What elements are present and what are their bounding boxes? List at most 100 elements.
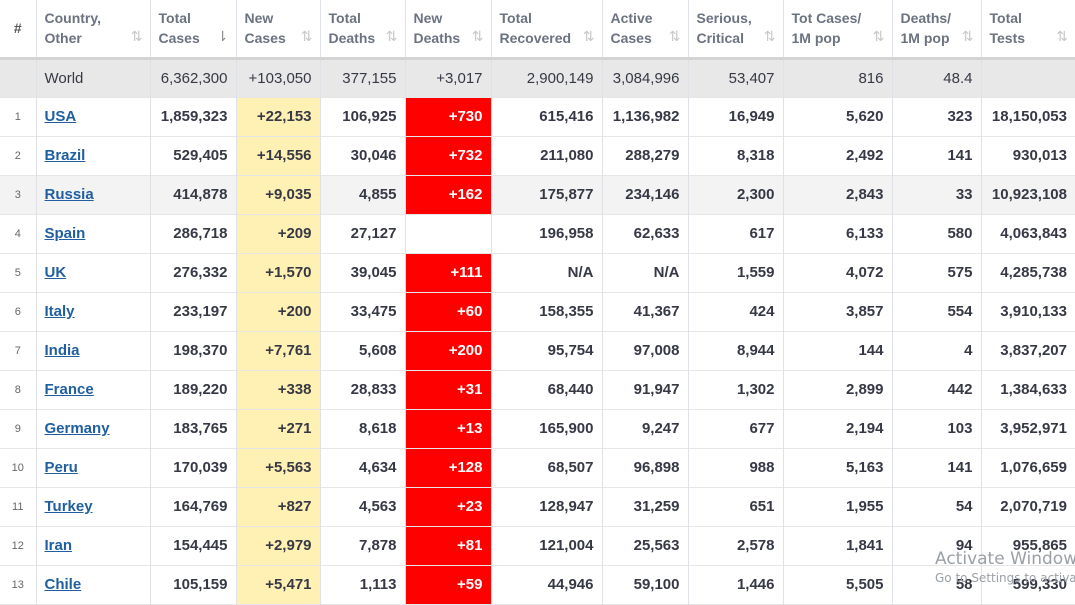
sort-icon[interactable]: ⇅ [385,27,398,44]
column-header-new-deaths[interactable]: New Deaths ⇅ [405,0,492,60]
total-recovered-cell: 68,507 [491,448,603,487]
deaths-1m-cell: 141 [892,448,982,487]
country-link[interactable]: Iran [44,537,73,554]
country-link[interactable]: India [44,342,80,359]
new-cases-cell: +200 [236,292,321,331]
tot-cases-1m-cell: 144 [783,331,893,370]
tot-cases-1m-cell: 3,857 [783,292,893,331]
deaths-1m-cell: 141 [892,136,982,175]
column-header-line1: Active [610,10,653,27]
column-header-new-cases[interactable]: New Cases ⇅ [236,0,321,60]
serious-critical-cell: 677 [688,409,784,448]
total-cases-cell: 1,859,323 [150,97,237,136]
column-header-total-cases[interactable]: Total Cases ⇂ [150,0,237,60]
country-cell: Turkey [36,487,151,526]
country-cell: Italy [36,292,151,331]
new-cases-cell: +2,979 [236,526,321,565]
column-header-line2: 1M pop [791,30,841,47]
tot-cases-1m-cell: 1,841 [783,526,893,565]
total-tests-cell: 4,063,843 [1000,225,1067,242]
column-header-label: New Deaths [414,8,483,48]
rank-cell: 11 [0,487,37,526]
total-deaths-cell: 1,113 [320,565,406,604]
active-cases-cell: 96,898 [602,448,689,487]
column-header-deaths-1m[interactable]: Deaths/1M pop ⇅ [892,0,982,60]
total-tests-cell: 1,076,659 [1000,459,1067,476]
total-tests-cell: 3,837,207 [1000,342,1067,359]
country-link[interactable]: Turkey [44,498,93,515]
deaths-1m-cell: 94 [892,526,982,565]
tot-cases-1m-cell: 5,505 [783,565,893,604]
rank-cell: 3 [0,175,37,214]
country-link[interactable]: Russia [44,186,94,203]
country-cell: Brazil [36,136,151,175]
world-deaths-1m: 48.4 [892,58,982,97]
table-header: # Country, Other ⇅ Total Cases ⇂ New Cases ⇅ Total… [0,0,1075,60]
column-header-total-deaths[interactable]: Total Deaths ⇅ [320,0,406,60]
column-header-tot-cases-1m[interactable]: Tot Cases/1M pop ⇅ [783,0,893,60]
world-row: World 6,362,300 +103,050 377,155 +3,017 … [0,58,1075,97]
total-cases-cell: 233,197 [150,292,237,331]
total-deaths-cell: 4,855 [320,175,406,214]
rank-cell: 13 [0,565,37,604]
deaths-1m-cell: 442 [892,370,982,409]
country-cell: India [36,331,151,370]
deaths-1m-cell: 33 [892,175,982,214]
new-deaths-cell: +128 [405,448,492,487]
total-tests-cell: 599,330 [1012,576,1067,593]
new-deaths-cell: +60 [405,292,492,331]
column-header-label: Country, Other [45,8,142,48]
column-header-serious-critical[interactable]: Serious, Critical ⇅ [688,0,784,60]
column-header-total-recovered[interactable]: Total Recovered ⇅ [491,0,603,60]
sort-icon[interactable]: ⇅ [668,27,681,44]
new-cases-cell: +5,471 [236,565,321,604]
country-link[interactable]: Peru [44,459,78,476]
column-header-total-tests[interactable]: Total Tests ⇅ [981,0,1075,60]
table-row: 3 Russia 414,878 +9,035 4,855 +162 175,877 234,… [0,175,1075,214]
sort-icon[interactable]: ⇅ [763,27,776,44]
deaths-1m-cell: 575 [892,253,982,292]
sort-icon[interactable]: ⇅ [1056,27,1068,44]
serious-critical-cell: 16,949 [688,97,784,136]
active-cases-cell: 62,633 [602,214,689,253]
total-cases-cell: 529,405 [150,136,237,175]
column-header-active-cases[interactable]: Active Cases ⇅ [602,0,689,60]
column-header-line2: Other [44,30,82,47]
country-link[interactable]: France [44,381,94,398]
table-row: 12 Iran 154,445 +2,979 7,878 +81 121,004 25,563… [0,526,1075,565]
sort-icon[interactable]: ⇅ [872,27,885,44]
sort-icon[interactable]: ⇅ [300,27,313,44]
column-header-label: New Cases [245,8,312,48]
sort-active-icon[interactable]: ⇂ [216,27,229,44]
world-new-deaths: +3,017 [405,58,492,97]
country-link[interactable]: Germany [44,420,110,437]
table-row: 8 France 189,220 +338 28,833 +31 68,440 91,947 1… [0,370,1075,409]
column-header-line2: Critical [696,30,744,47]
sort-icon[interactable]: ⇅ [582,27,595,44]
header-row: # Country, Other ⇅ Total Cases ⇂ New Cases ⇅ Total… [0,0,1075,60]
column-header-line1: Total [989,10,1022,27]
new-cases-cell: +9,035 [236,175,321,214]
country-link[interactable]: Italy [44,303,75,320]
sort-icon[interactable]: ⇅ [471,27,484,44]
column-header-rank[interactable]: # [0,0,37,60]
column-header-label: Total Tests [990,8,1068,48]
world-new-cases: +103,050 [236,58,321,97]
serious-critical-cell: 1,446 [688,565,784,604]
column-header-line1: New [244,10,274,27]
active-cases-cell: 41,367 [602,292,689,331]
country-link[interactable]: Spain [44,225,86,242]
deaths-1m-cell: 323 [892,97,982,136]
deaths-1m-cell: 4 [892,331,982,370]
total-cases-cell: 170,039 [150,448,237,487]
new-deaths-cell: +23 [405,487,492,526]
column-header-country[interactable]: Country, Other ⇅ [36,0,151,60]
country-link[interactable]: USA [44,108,77,125]
sort-icon[interactable]: ⇅ [130,27,143,44]
serious-critical-cell: 424 [688,292,784,331]
country-link[interactable]: Brazil [44,147,86,164]
country-link[interactable]: Chile [44,576,82,593]
total-recovered-cell: 158,355 [491,292,603,331]
sort-icon[interactable]: ⇅ [961,27,974,44]
country-link[interactable]: UK [44,264,67,281]
